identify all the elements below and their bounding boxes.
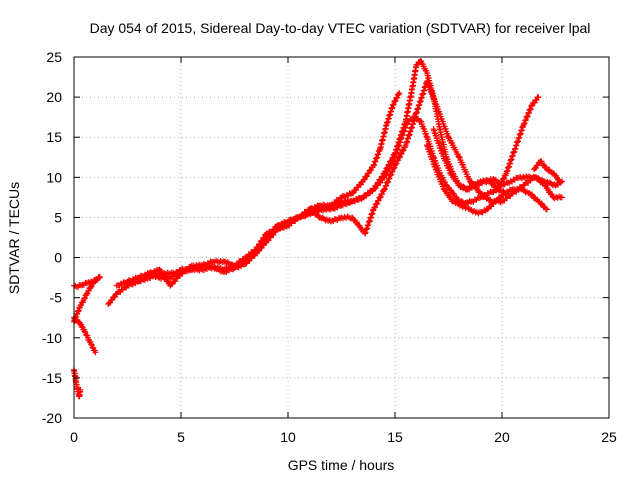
data-point	[388, 157, 395, 164]
y-axis-label: SDTVAR / TECUs	[6, 182, 22, 294]
x-tick-label: 10	[280, 429, 296, 445]
data-point	[558, 194, 565, 201]
data-point	[524, 113, 531, 120]
data-point	[379, 190, 386, 197]
data-point	[214, 266, 221, 273]
series-early-drop	[71, 366, 84, 400]
data-point	[395, 91, 402, 98]
series-trace-b	[113, 90, 403, 289]
x-tick-label: 15	[387, 429, 403, 445]
data-point	[386, 161, 393, 168]
data-point	[521, 120, 528, 127]
data-point	[349, 214, 356, 221]
data-point	[501, 175, 508, 182]
data-point	[525, 109, 532, 116]
data-point	[81, 328, 88, 335]
data-point	[389, 102, 396, 109]
data-point	[400, 147, 407, 154]
data-point	[556, 178, 563, 185]
data-point	[384, 164, 391, 171]
data-point	[389, 168, 396, 175]
data-point	[390, 101, 397, 108]
y-tick-label: -5	[50, 290, 63, 306]
x-tick-label: 25	[601, 429, 617, 445]
data-point	[89, 344, 96, 351]
data-point	[392, 97, 399, 104]
data-point	[96, 274, 103, 281]
y-tick-label: -10	[42, 330, 62, 346]
data-point	[349, 190, 356, 197]
data-point	[88, 341, 95, 348]
plot-frame	[73, 56, 610, 419]
x-tick-label: 20	[494, 429, 510, 445]
grid-lines	[74, 57, 609, 418]
data-point	[77, 302, 84, 309]
y-tick-label: 25	[46, 49, 62, 65]
x-tick-label: 0	[70, 429, 78, 445]
data-point	[389, 154, 396, 161]
x-tick-label: 5	[177, 429, 185, 445]
series-trace-c	[135, 58, 510, 289]
y-tick-label: 0	[54, 250, 62, 266]
data-point	[375, 197, 382, 204]
data-point	[393, 160, 400, 167]
data-point	[77, 386, 84, 393]
data-point	[383, 182, 390, 189]
series-trace-e	[430, 126, 565, 202]
chart-title: Day 054 of 2015, Sidereal Day-to-day VTE…	[90, 20, 591, 36]
data-point	[535, 94, 542, 101]
data-point	[385, 178, 392, 185]
data-point	[386, 175, 393, 182]
data-point	[394, 157, 401, 164]
data-point	[522, 116, 529, 123]
data-point	[394, 94, 401, 101]
data-point	[396, 153, 403, 160]
y-tick-label: -15	[42, 370, 62, 386]
y-tick-label: 10	[46, 169, 62, 185]
data-point	[398, 150, 405, 157]
data-point	[527, 105, 534, 112]
data-point	[377, 193, 384, 200]
data-point	[417, 58, 424, 65]
y-tick-label: 20	[46, 89, 62, 105]
data-point	[372, 204, 379, 211]
data-point	[92, 349, 99, 356]
data-point	[81, 294, 88, 301]
y-tick-label: 15	[46, 129, 62, 145]
data-point	[396, 90, 403, 97]
data-point	[443, 182, 450, 189]
data-point	[543, 206, 550, 213]
data-point	[388, 171, 395, 178]
series-trace-f	[424, 142, 550, 217]
y-tick-label: 5	[54, 209, 62, 225]
data-point	[374, 200, 381, 207]
data-point	[528, 103, 535, 110]
axis-ticks: 0 5 10 15 20 25 25 20 15 10 5 0 -5 -10 -15 -20	[42, 49, 617, 445]
data-point	[445, 134, 452, 141]
data-point	[381, 185, 388, 192]
y-tick-label: -20	[42, 410, 62, 426]
data-point	[370, 186, 377, 193]
data-points	[71, 58, 565, 400]
data-point	[382, 168, 389, 175]
x-axis-label: GPS time / hours	[288, 457, 395, 473]
series-late-tail	[531, 158, 563, 185]
